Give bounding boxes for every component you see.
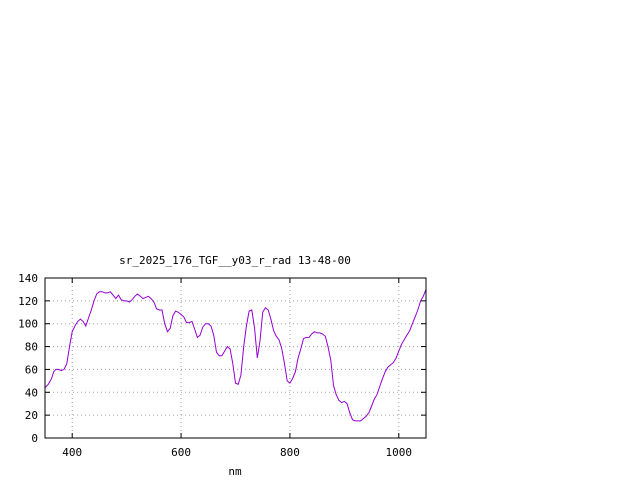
series-layer	[44, 289, 427, 422]
y-tick-label: 100	[18, 318, 38, 331]
x-tick-label: 600	[171, 446, 191, 459]
tick-labels: 0 20 40 60 80 100 120 140 400 600 800 1000	[18, 272, 412, 459]
x-axis-label: nm	[228, 465, 242, 478]
plot-frame	[44, 277, 427, 439]
y-tick-label: 60	[25, 363, 38, 376]
y-tick-label: 20	[25, 409, 38, 422]
y-tick-label: 120	[18, 295, 38, 308]
series-line-0	[44, 289, 427, 422]
y-tick-label: 40	[25, 386, 38, 399]
x-tick-label: 800	[280, 446, 300, 459]
x-tick-label: 400	[62, 446, 82, 459]
grid-lines	[45, 278, 426, 438]
chart-title: sr_2025_176_TGF__y03_r_rad 13-48-00	[119, 254, 351, 267]
y-tick-label: 0	[31, 432, 38, 445]
y-tick-label: 140	[18, 272, 38, 285]
x-tick-label: 1000	[386, 446, 413, 459]
y-tick-label: 80	[25, 341, 38, 354]
axes	[44, 277, 427, 439]
